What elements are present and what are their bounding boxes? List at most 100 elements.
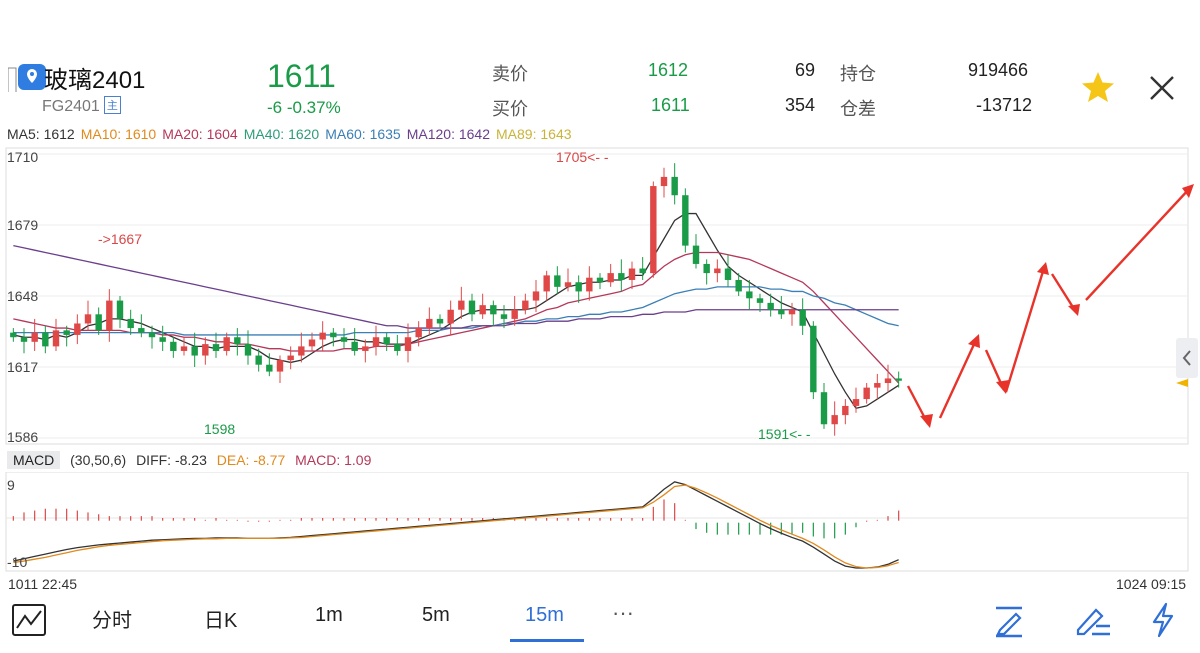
contract-title: 玻璃2401 — [44, 67, 146, 94]
more-tabs[interactable]: ··· — [612, 600, 634, 625]
candle-body — [95, 314, 102, 331]
candle-body — [575, 282, 582, 292]
candle-body — [895, 378, 902, 381]
candle-body — [10, 332, 17, 338]
ma-legend-item: MA120: 1642 — [406, 126, 491, 142]
forecast-arrow-2 — [938, 339, 978, 419]
candle-body — [671, 176, 678, 196]
candle-body — [447, 309, 454, 324]
macd-diff-line — [13, 481, 899, 569]
candle-body — [724, 268, 732, 280]
candle-body — [756, 298, 764, 303]
candle-body — [596, 277, 604, 283]
candle-body — [106, 300, 113, 331]
candle-body — [255, 355, 262, 365]
candle-body — [180, 346, 188, 351]
candle-body — [863, 387, 870, 400]
tab-1m[interactable]: 1m — [315, 604, 343, 626]
ma-legend: MA5: 1612 MA10: 1610 MA20: 1604 MA40: 1620 M… — [7, 126, 578, 142]
macd-y-tick-label: -10 — [7, 554, 27, 570]
candle-body — [138, 328, 145, 333]
forecast-arrow-6 — [1085, 187, 1191, 301]
candle-body — [191, 346, 198, 356]
candle-body — [458, 300, 465, 310]
candle-body — [31, 332, 38, 342]
price-change: -6 -0.37% — [267, 98, 341, 117]
candle-body — [810, 325, 817, 393]
candle-body — [532, 291, 540, 301]
candle-body — [511, 309, 518, 319]
candle-body — [554, 275, 561, 287]
candle-body — [820, 392, 828, 425]
candle-body — [415, 328, 422, 338]
quote-header: 玻璃2401 FG2401 主 1611 -6 -0.37% 卖价 1612 69… — [0, 52, 1200, 124]
tab-fenshi[interactable]: 分时 — [92, 610, 132, 632]
lightning-icon[interactable] — [1150, 602, 1176, 643]
candle-body — [63, 330, 70, 335]
close-icon[interactable] — [1148, 74, 1176, 107]
candlestick-chart[interactable]: 1710 1679 1648 1617 1586 1705<- - 1591<- - 1… — [0, 146, 1200, 446]
macd-indicator-name[interactable]: MACD — [7, 451, 61, 469]
candle-body — [266, 364, 273, 372]
candle-body — [735, 279, 742, 292]
ask-label: 卖价 — [492, 64, 528, 84]
draw-line-icon[interactable] — [992, 604, 1026, 643]
candle-body — [468, 300, 476, 315]
candle-body — [490, 305, 497, 315]
main-contract-badge: 主 — [103, 96, 121, 114]
arrowhead-5 — [1068, 304, 1080, 316]
y-tick-label: 1679 — [7, 217, 38, 233]
candle-body — [714, 268, 721, 274]
ma-line-ma5 — [13, 212, 900, 409]
ma-legend-item: MA40: 1620 — [243, 126, 320, 142]
y-tick-label: 1617 — [7, 359, 38, 375]
low-annotation-2: 1598 — [204, 421, 235, 437]
ma-legend-item: MA10: 1610 — [80, 126, 157, 142]
y-tick-label: 1710 — [7, 149, 38, 165]
y-tick-label: 1648 — [7, 288, 38, 304]
macd-legend: MACD (30,50,6) DIFF: -8.23 DEA: -8.77 MA… — [7, 451, 377, 469]
arrowhead-1 — [920, 414, 933, 428]
candle-body — [564, 282, 572, 287]
candle-body — [404, 337, 412, 351]
edit-icon[interactable] — [1074, 604, 1112, 643]
candle-body — [127, 318, 134, 329]
contract-code-text: FG2401 — [42, 98, 100, 115]
period-tabs: 分时 日K 1m 5m 15m ··· — [0, 596, 1200, 646]
candle-body — [746, 291, 753, 299]
last-price: 1611 — [267, 58, 336, 94]
candle-body — [692, 245, 700, 264]
low-annotation: 1591<- - — [758, 426, 811, 442]
location-icon[interactable] — [7, 64, 46, 115]
chart-type-icon[interactable] — [12, 604, 46, 641]
macd-value: MACD: 1.09 — [295, 452, 372, 468]
candle-body — [159, 337, 166, 342]
candle-body — [223, 337, 230, 351]
ma-legend-item: MA60: 1635 — [325, 126, 401, 142]
candle-body — [276, 360, 284, 372]
ma-line-ma20 — [13, 251, 900, 384]
tab-5m[interactable]: 5m — [422, 604, 450, 626]
oi-diff-label: 仓差 — [840, 99, 876, 119]
ma-legend-item: MA20: 1604 — [162, 126, 238, 142]
forecast-arrow-4 — [1004, 267, 1046, 393]
candle-body — [660, 176, 668, 187]
candle-body — [74, 323, 81, 335]
tab-daily-k[interactable]: 日K — [204, 610, 238, 632]
candle-body — [202, 344, 209, 356]
active-tab-underline — [510, 639, 584, 642]
macd-dea-line — [13, 484, 899, 569]
arrowhead-4 — [1037, 262, 1049, 275]
forecast-arrows — [906, 184, 1194, 428]
contract-code: FG2401 主 — [42, 96, 121, 116]
candle-body — [351, 341, 358, 351]
ask-volume: 69 — [795, 60, 816, 80]
tab-15m[interactable]: 15m — [525, 604, 564, 626]
candle-body — [372, 337, 380, 347]
macd-chart[interactable]: 9 -10 — [0, 472, 1200, 572]
candle-body — [586, 277, 593, 292]
candle-body — [20, 337, 28, 342]
macd-dea: DEA: -8.77 — [216, 452, 286, 468]
star-icon[interactable] — [1080, 70, 1116, 109]
ma-line-ma120 — [13, 244, 899, 329]
